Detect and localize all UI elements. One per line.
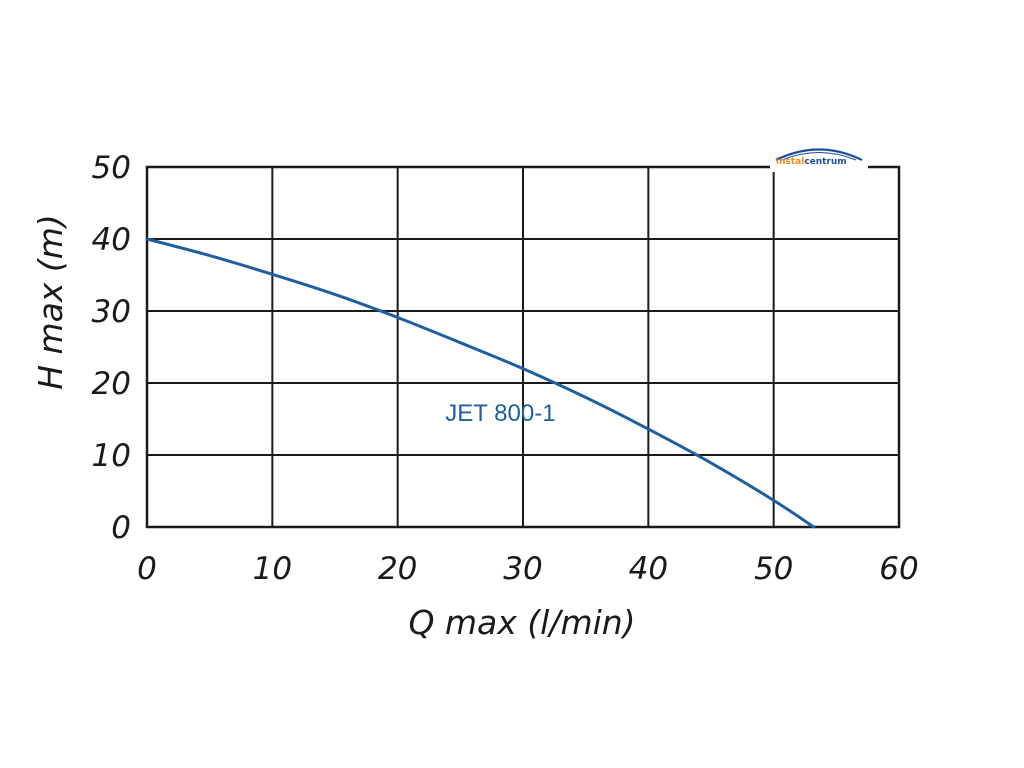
logo-text-left: instal bbox=[776, 157, 804, 167]
series-label-jet-800-1: JET 800-1 bbox=[445, 400, 555, 427]
x-tick-label-40: 40 bbox=[629, 551, 668, 587]
x-tick-label-0: 0 bbox=[137, 551, 157, 587]
x-tick-label-10: 10 bbox=[253, 551, 292, 587]
x-tick-label-30: 30 bbox=[503, 551, 542, 587]
series-layer: JET 800-1 bbox=[145, 237, 816, 529]
y-axis-label: H max (m) bbox=[31, 214, 70, 390]
y-tick-label-10: 10 bbox=[92, 438, 131, 474]
series-line-jet-800-1 bbox=[145, 237, 816, 529]
x-tick-label-60: 60 bbox=[879, 551, 918, 587]
y-tick-label-0: 0 bbox=[111, 510, 131, 546]
logo-arc bbox=[775, 148, 863, 161]
x-axis-label: Q max (l/min) bbox=[408, 603, 635, 642]
x-tick-labels: 0 10 20 30 40 50 60 bbox=[137, 551, 919, 587]
logo-wordmark: instalcentrum bbox=[776, 157, 847, 167]
x-tick-label-50: 50 bbox=[754, 551, 793, 587]
y-tick-label-30: 30 bbox=[92, 294, 131, 330]
y-tick-label-20: 20 bbox=[92, 366, 131, 402]
instalcentrum-logo: instalcentrum bbox=[770, 146, 868, 172]
grid-lines bbox=[145, 165, 901, 529]
plot-frame bbox=[145, 165, 901, 529]
logo-text-right: centrum bbox=[804, 157, 846, 167]
y-tick-labels: 0 10 20 30 40 50 bbox=[92, 150, 131, 546]
x-tick-label-20: 20 bbox=[378, 551, 417, 587]
logo-arc-inner bbox=[781, 152, 857, 161]
y-tick-label-50: 50 bbox=[92, 150, 131, 186]
y-tick-label-40: 40 bbox=[92, 222, 131, 258]
